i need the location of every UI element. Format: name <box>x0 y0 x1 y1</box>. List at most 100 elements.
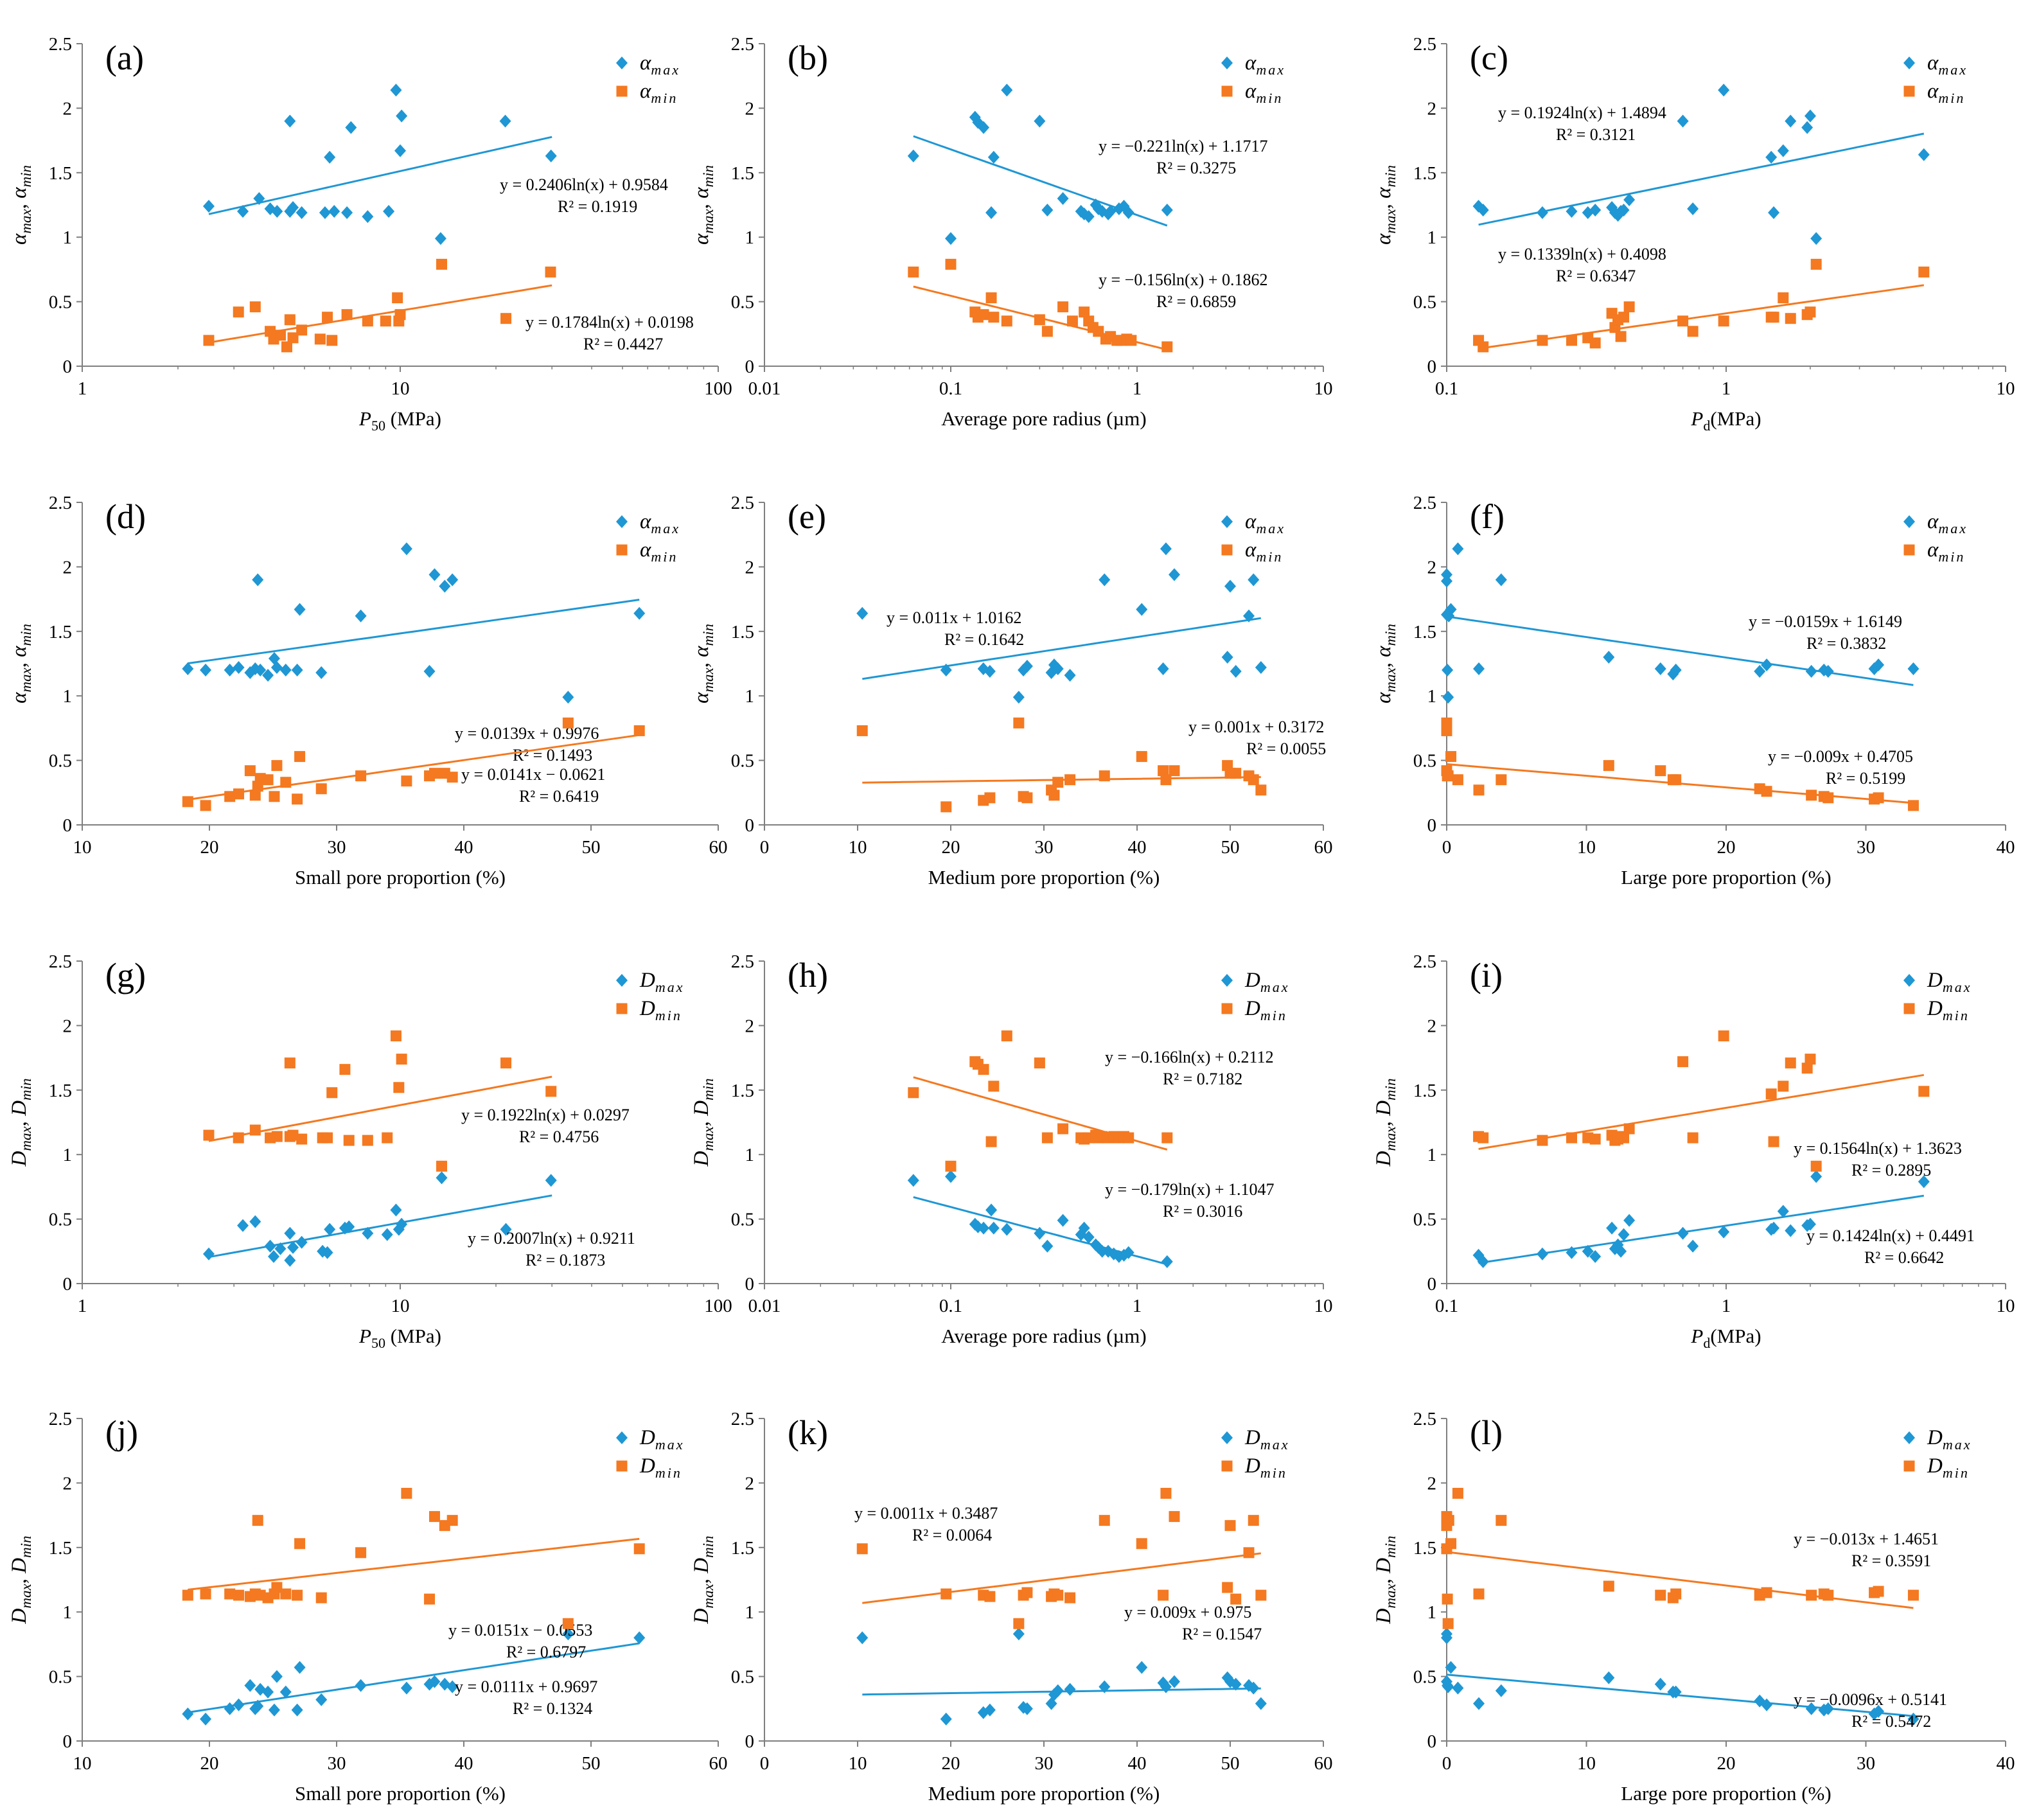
r-squared: R² = 0.0055 <box>1246 739 1326 758</box>
data-point <box>1618 312 1630 323</box>
x-tick-label: 40 <box>455 1753 473 1774</box>
data-point <box>284 1226 296 1240</box>
y-tick-label: 2.5 <box>49 951 72 972</box>
series-D-max <box>1441 1627 1920 1726</box>
y-axis-label: αmax, αmin <box>1372 624 1399 703</box>
x-tick-label: 30 <box>1857 1753 1875 1774</box>
data-point <box>978 1221 990 1235</box>
data-point <box>446 573 459 587</box>
trendline <box>1446 615 1914 686</box>
panel-i: 0 0.5 1 1.5 2 2.5 0.1 1 10 Pd(MPa) Dmax, Dmin (i) Dm… <box>1372 951 2015 1351</box>
data-point <box>237 205 249 218</box>
legend-label: Dmax <box>1244 1426 1290 1453</box>
x-tick-label: 0.1 <box>1435 378 1458 399</box>
data-point <box>562 691 574 704</box>
data-point <box>296 1235 308 1249</box>
r-squared: R² = 0.1324 <box>513 1699 592 1718</box>
x-tick-label: 0 <box>1442 837 1452 858</box>
panel-label: (g) <box>105 956 146 994</box>
panel-b: 0 0.5 1 1.5 2 2.5 0.01 0.1 1 10 Average pore radiu… <box>690 34 1333 430</box>
data-point <box>390 84 402 97</box>
data-point <box>1785 313 1796 324</box>
data-point <box>362 1135 373 1146</box>
x-axis-label: Large pore proportion (%) <box>1621 1782 1831 1805</box>
y-tick-label: 1.5 <box>49 622 72 642</box>
y-tick-label: 1 <box>1427 1602 1437 1623</box>
data-point <box>1777 144 1789 157</box>
y-tick-label: 1.5 <box>1413 1081 1436 1101</box>
data-point <box>324 150 336 164</box>
data-point <box>326 335 338 346</box>
data-point <box>1445 603 1457 616</box>
trend-equation: y = −0.009x + 0.4705 <box>1768 747 1913 766</box>
data-point <box>1243 1547 1255 1559</box>
data-point <box>249 1124 261 1136</box>
data-point <box>1495 573 1507 587</box>
data-point <box>1169 1675 1180 1688</box>
data-point <box>294 1661 306 1674</box>
trendline <box>188 1537 640 1591</box>
data-point <box>1603 760 1614 772</box>
data-point <box>428 568 441 581</box>
data-point <box>287 1129 299 1141</box>
data-point <box>182 1707 194 1720</box>
data-point <box>1158 765 1169 777</box>
x-tick-label: 100 <box>704 378 732 399</box>
data-point <box>1670 664 1682 677</box>
data-point <box>1589 1250 1602 1263</box>
data-point <box>1687 1132 1699 1144</box>
data-point <box>1778 292 1789 304</box>
x-tick-label: 20 <box>1717 837 1736 858</box>
data-point <box>1243 609 1255 623</box>
y-tick-label: 2 <box>745 557 755 578</box>
data-point <box>324 1223 336 1236</box>
legend-marker <box>616 1431 628 1444</box>
panel-a: 0 0.5 1 1.5 2 2.5 1 10 100 P50 (MPa) αmax, αmin (a)… <box>8 34 732 434</box>
y-tick-label: 0 <box>1427 357 1437 377</box>
x-tick-label: 0.01 <box>748 378 781 399</box>
data-point <box>315 666 328 680</box>
y-axis-label: αmax, αmin <box>690 624 716 703</box>
data-point <box>394 309 406 321</box>
legend-marker <box>616 1003 628 1014</box>
trend-equation: y = 0.001x + 0.3172 <box>1188 718 1324 736</box>
data-point <box>343 1135 355 1146</box>
data-point <box>1001 1030 1012 1041</box>
r-squared: R² = 0.6347 <box>1556 267 1636 285</box>
x-axis-label: P50 (MPa) <box>358 1325 441 1351</box>
y-tick-label: 1.5 <box>49 1081 72 1101</box>
panel-label: (h) <box>788 956 828 994</box>
x-tick-label: 0 <box>1442 1753 1452 1774</box>
data-point <box>1255 784 1267 796</box>
x-tick-label: 0.01 <box>748 1296 781 1316</box>
data-point <box>322 312 333 323</box>
data-point <box>1566 205 1578 218</box>
series-α-max <box>1441 542 1920 704</box>
data-point <box>984 1703 996 1717</box>
data-point <box>1718 1030 1729 1041</box>
data-point <box>1021 1702 1033 1715</box>
data-point <box>1805 665 1817 678</box>
data-point <box>1495 1684 1507 1697</box>
y-axis-label: αmax, αmin <box>8 624 34 703</box>
data-point <box>291 664 303 677</box>
data-point <box>296 324 308 336</box>
series-α-max <box>907 84 1173 245</box>
data-point <box>1248 573 1260 587</box>
data-point <box>1441 725 1452 736</box>
data-point <box>1224 579 1236 593</box>
data-point <box>284 1253 296 1267</box>
data-point <box>434 232 446 245</box>
data-point <box>984 792 996 804</box>
y-tick-label: 2 <box>63 98 73 119</box>
r-squared: R² = 0.1919 <box>558 197 637 216</box>
x-axis-label: Small pore proportion (%) <box>295 866 506 888</box>
y-tick-label: 1 <box>63 1145 73 1165</box>
x-tick-label: 40 <box>1128 1753 1147 1774</box>
data-point <box>1907 662 1920 676</box>
legend-label: αmax <box>1245 510 1285 536</box>
x-tick-label: 0.1 <box>939 378 962 399</box>
data-point <box>1034 1226 1046 1240</box>
data-point <box>1873 1586 1884 1597</box>
data-point <box>1918 1086 1930 1097</box>
